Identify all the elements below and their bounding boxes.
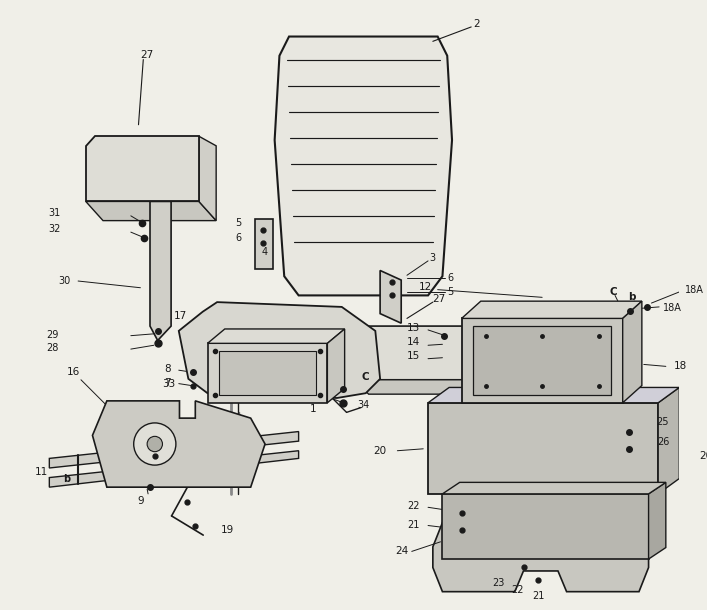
Polygon shape xyxy=(433,523,648,592)
Polygon shape xyxy=(469,326,484,394)
Text: 31: 31 xyxy=(49,208,61,218)
Text: 4: 4 xyxy=(262,247,268,257)
Text: 22: 22 xyxy=(511,585,523,595)
Text: 34: 34 xyxy=(358,400,370,410)
Text: 27: 27 xyxy=(432,294,445,304)
Text: 28: 28 xyxy=(47,343,59,353)
Polygon shape xyxy=(208,343,327,403)
Polygon shape xyxy=(49,431,298,468)
Text: 15: 15 xyxy=(407,351,420,361)
Polygon shape xyxy=(473,326,611,395)
Text: 6: 6 xyxy=(235,233,241,243)
Circle shape xyxy=(147,436,163,451)
Text: 19: 19 xyxy=(221,525,233,536)
Text: 20: 20 xyxy=(373,446,387,456)
Text: 30: 30 xyxy=(58,276,71,286)
Polygon shape xyxy=(208,329,344,343)
Text: 5: 5 xyxy=(447,287,453,296)
Polygon shape xyxy=(255,219,273,268)
Polygon shape xyxy=(648,483,666,559)
Text: 29: 29 xyxy=(47,330,59,340)
Text: 29: 29 xyxy=(312,378,324,387)
Polygon shape xyxy=(623,301,642,403)
Text: 13: 13 xyxy=(407,323,420,333)
Polygon shape xyxy=(354,380,484,394)
Polygon shape xyxy=(380,270,401,323)
Text: 6: 6 xyxy=(447,273,453,283)
Circle shape xyxy=(134,423,176,465)
Text: 11: 11 xyxy=(35,467,48,477)
Polygon shape xyxy=(86,201,216,221)
Text: 21: 21 xyxy=(407,520,420,529)
Text: 28: 28 xyxy=(312,392,324,402)
Text: a: a xyxy=(169,444,175,454)
Polygon shape xyxy=(179,302,380,398)
Text: 5: 5 xyxy=(235,218,241,229)
Polygon shape xyxy=(354,326,469,380)
Polygon shape xyxy=(86,136,199,201)
Text: 25: 25 xyxy=(657,417,670,427)
Text: 10: 10 xyxy=(146,434,160,444)
Text: 26: 26 xyxy=(657,437,669,447)
Polygon shape xyxy=(219,351,316,395)
Text: 24: 24 xyxy=(395,547,409,556)
Polygon shape xyxy=(462,301,642,318)
Text: 27: 27 xyxy=(141,50,153,60)
Text: 1: 1 xyxy=(310,404,316,415)
Text: 18A: 18A xyxy=(685,285,704,295)
Polygon shape xyxy=(443,494,648,559)
Polygon shape xyxy=(199,136,216,221)
Text: 22: 22 xyxy=(407,501,420,511)
Text: 3: 3 xyxy=(430,253,436,263)
Polygon shape xyxy=(150,201,171,340)
Polygon shape xyxy=(327,329,344,403)
Text: 32: 32 xyxy=(49,224,61,234)
Polygon shape xyxy=(658,387,679,494)
Text: b: b xyxy=(629,292,636,303)
Polygon shape xyxy=(462,318,623,403)
Text: 8: 8 xyxy=(164,364,170,374)
Polygon shape xyxy=(428,403,658,494)
Text: 9: 9 xyxy=(137,495,144,506)
Text: 20: 20 xyxy=(699,451,707,461)
Text: b: b xyxy=(63,475,70,484)
Text: 18A: 18A xyxy=(663,303,682,313)
Text: 17: 17 xyxy=(174,312,187,321)
Polygon shape xyxy=(428,387,679,403)
Text: 33: 33 xyxy=(163,379,176,389)
Text: 14: 14 xyxy=(407,337,420,347)
Text: C: C xyxy=(609,287,617,296)
Text: 18: 18 xyxy=(674,361,686,371)
Polygon shape xyxy=(93,401,265,487)
Text: 23: 23 xyxy=(492,578,504,588)
Polygon shape xyxy=(274,37,452,295)
Text: 16: 16 xyxy=(66,367,80,377)
Polygon shape xyxy=(443,483,666,494)
Text: 7: 7 xyxy=(164,378,170,387)
Text: 2: 2 xyxy=(474,19,480,29)
Text: 12: 12 xyxy=(419,282,432,292)
Text: C: C xyxy=(362,372,370,382)
Text: 21: 21 xyxy=(532,590,544,600)
Polygon shape xyxy=(49,451,298,487)
